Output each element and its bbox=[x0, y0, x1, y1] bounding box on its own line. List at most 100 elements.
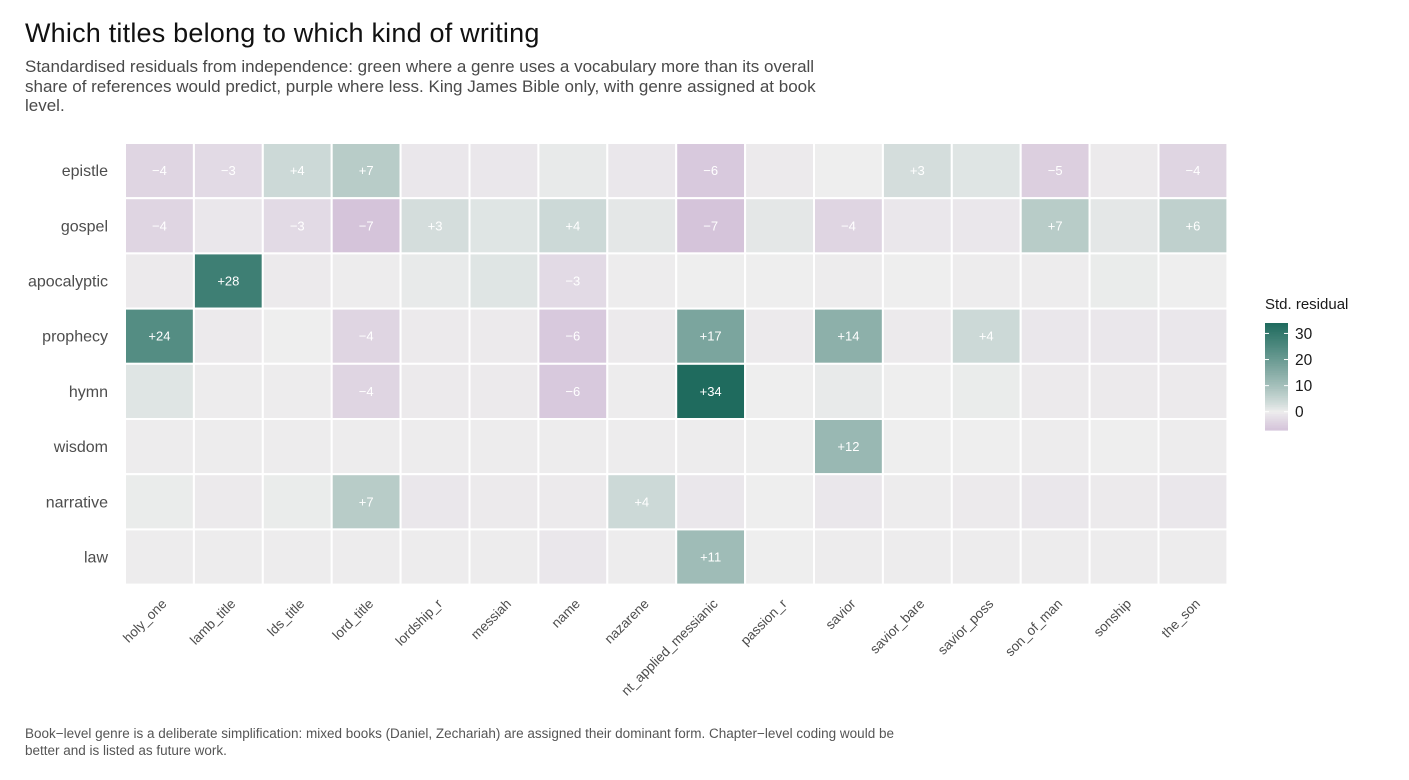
cell-label: +3 bbox=[428, 218, 443, 233]
legend-gradient-segment bbox=[1265, 381, 1288, 385]
legend-gradient-segment bbox=[1265, 362, 1288, 365]
heatmap-cell bbox=[881, 197, 953, 255]
legend-gradient-segment bbox=[1265, 326, 1288, 329]
heatmap-cell bbox=[1088, 418, 1160, 476]
heatmap-cell bbox=[606, 142, 678, 200]
legend-gradient-segment bbox=[1265, 421, 1288, 424]
x-tick-label: lordship_r bbox=[393, 596, 446, 649]
cell-label: −5 bbox=[1048, 163, 1063, 178]
cell-label: −3 bbox=[565, 274, 580, 289]
y-tick-label: narrative bbox=[46, 494, 108, 511]
legend-gradient-segment bbox=[1265, 387, 1288, 390]
heatmap-cell bbox=[192, 252, 264, 310]
heatmap-cell bbox=[1088, 362, 1160, 420]
legend-gradient-segment bbox=[1265, 367, 1288, 370]
heatmap-cell bbox=[399, 418, 471, 476]
legend-gradient-segment bbox=[1265, 369, 1288, 372]
legend-gradient-segment bbox=[1265, 417, 1288, 420]
heatmap-cell bbox=[468, 473, 540, 531]
heatmap-cell bbox=[813, 252, 884, 310]
cell-label: +24 bbox=[148, 329, 170, 344]
heatmap-cell bbox=[950, 197, 1022, 255]
heatmap-cell bbox=[675, 528, 747, 586]
heatmap-cell bbox=[261, 528, 333, 586]
heatmap-cell bbox=[1019, 362, 1091, 420]
legend-gradient-segment bbox=[1265, 376, 1288, 379]
heatmap-cell bbox=[261, 252, 333, 310]
legend-gradient-segment bbox=[1265, 356, 1288, 360]
heatmap-cell bbox=[950, 252, 1022, 310]
heatmap-cell bbox=[1157, 197, 1229, 255]
legend-gradient-segment bbox=[1265, 339, 1288, 342]
x-tick-label: lds_title bbox=[264, 596, 307, 639]
heatmap-cell bbox=[813, 142, 884, 200]
legend-tick-label: 30 bbox=[1295, 326, 1313, 343]
heatmap-cell bbox=[537, 362, 609, 420]
legend-gradient-segment bbox=[1265, 344, 1288, 347]
legend-gradient-segment bbox=[1265, 394, 1288, 397]
cell-label: −6 bbox=[565, 384, 580, 399]
heatmap-cell bbox=[399, 528, 471, 586]
legend-gradient-segment bbox=[1265, 364, 1288, 367]
heatmap-cell bbox=[950, 362, 1022, 420]
cell-label: −4 bbox=[152, 218, 167, 233]
heatmap-cell bbox=[881, 473, 953, 531]
heatmap-cell bbox=[124, 362, 195, 420]
cell-label: −6 bbox=[565, 329, 580, 344]
chart-title: Which titles belong to which kind of wri… bbox=[25, 18, 540, 48]
legend-gradient-segment bbox=[1265, 347, 1288, 351]
heatmap-cell bbox=[1088, 528, 1160, 586]
legend-gradient-segment bbox=[1265, 324, 1288, 328]
heatmap-cell bbox=[468, 418, 540, 476]
heatmap-cell bbox=[675, 252, 747, 310]
heatmap-cell bbox=[537, 142, 609, 200]
heatmap-cell bbox=[192, 418, 264, 476]
heatmap-cell bbox=[675, 197, 747, 255]
heatmap-cell bbox=[950, 142, 1022, 200]
heatmap-cell bbox=[330, 362, 402, 420]
cell-label: +4 bbox=[634, 494, 649, 509]
legend-gradient-segment bbox=[1265, 397, 1288, 401]
heatmap-cell bbox=[881, 307, 953, 365]
heatmap-cell bbox=[1088, 252, 1160, 310]
y-tick-label: apocalyptic bbox=[28, 274, 108, 291]
heatmap-cell bbox=[1157, 473, 1229, 531]
heatmap-cell bbox=[261, 307, 333, 365]
heatmap-cell bbox=[399, 362, 471, 420]
heatmap-cell bbox=[124, 528, 195, 586]
legend-gradient-segment bbox=[1265, 383, 1288, 387]
cell-label: −4 bbox=[359, 384, 374, 399]
legend-gradient-segment bbox=[1265, 401, 1288, 404]
legend-gradient-segment bbox=[1265, 323, 1288, 326]
legend-gradient-segment bbox=[1265, 413, 1288, 417]
heatmap-cell bbox=[537, 473, 609, 531]
legend-tick-label: 0 bbox=[1295, 404, 1304, 421]
y-tick-label: law bbox=[84, 550, 108, 567]
heatmap-cell bbox=[606, 307, 678, 365]
heatmap-cell bbox=[1088, 142, 1160, 200]
legend-gradient-segment bbox=[1265, 331, 1288, 335]
heatmap-cell bbox=[124, 473, 195, 531]
cell-label: −7 bbox=[359, 218, 374, 233]
legend-gradient-segment bbox=[1265, 349, 1288, 353]
legend-gradient-segment bbox=[1265, 388, 1288, 392]
legend-gradient-segment bbox=[1265, 424, 1288, 428]
x-tick-label: name bbox=[548, 596, 582, 630]
cell-label: −3 bbox=[290, 218, 305, 233]
legend-gradient-segment bbox=[1265, 392, 1288, 395]
legend-tick-label: 10 bbox=[1295, 378, 1313, 395]
cell-label: +7 bbox=[359, 163, 374, 178]
x-tick-label: son_of_man bbox=[1002, 596, 1065, 659]
y-tick-label: wisdom bbox=[53, 439, 108, 456]
heatmap-cell bbox=[744, 197, 815, 255]
heatmap-cell bbox=[468, 252, 540, 310]
x-tick-label: lamb_title bbox=[187, 596, 238, 647]
heatmap-cell bbox=[813, 473, 884, 531]
legend-gradient-segment bbox=[1265, 328, 1288, 331]
cell-label: +34 bbox=[700, 384, 722, 399]
heatmap-cell bbox=[330, 418, 402, 476]
legend-gradient-segment bbox=[1265, 333, 1288, 337]
cell-label: +6 bbox=[1186, 218, 1201, 233]
legend-gradient-segment bbox=[1265, 399, 1288, 403]
